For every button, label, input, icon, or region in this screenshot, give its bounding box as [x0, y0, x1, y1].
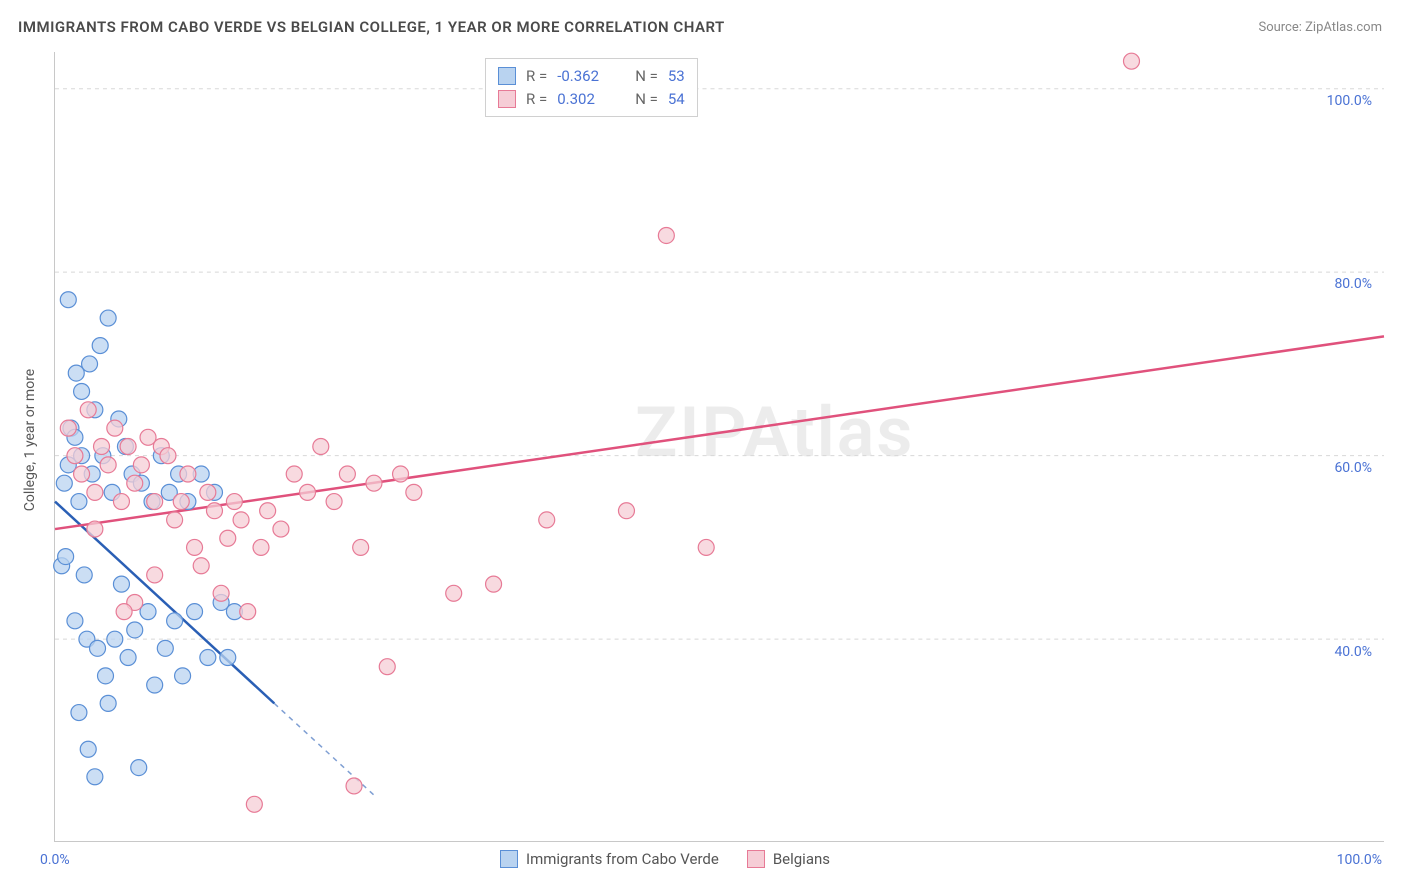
y-axis-label: College, 1 year or more — [22, 369, 38, 511]
chart-title: IMMIGRANTS FROM CABO VERDE VS BELGIAN CO… — [18, 18, 725, 36]
n-value-belg: 54 — [668, 88, 685, 111]
y-tick-label: 80.0% — [1334, 276, 1372, 292]
source-attribution: Source: ZipAtlas.com — [1258, 20, 1382, 35]
n-value-cabo: 53 — [668, 65, 685, 88]
series-legend: Immigrants from Cabo Verde Belgians — [500, 850, 830, 868]
swatch-belg — [498, 90, 516, 108]
legend-item-cabo: Immigrants from Cabo Verde — [500, 850, 719, 868]
y-tick-label: 100.0% — [1327, 93, 1372, 109]
legend-row-cabo: R = -0.362 N = 53 — [498, 65, 685, 88]
legend-label-cabo: Immigrants from Cabo Verde — [526, 850, 719, 868]
n-label: N = — [635, 88, 658, 111]
legend-row-belg: R = 0.302 N = 54 — [498, 88, 685, 111]
r-value-cabo: -0.362 — [557, 65, 617, 88]
source-prefix: Source: — [1258, 20, 1305, 35]
x-tick-left: 0.0% — [40, 852, 70, 868]
chart-svg — [55, 52, 1384, 841]
plot-area: ZIPAtlas R = -0.362 N = 53 R = 0.302 N =… — [54, 52, 1384, 842]
y-tick-label: 40.0% — [1334, 644, 1372, 660]
r-label: R = — [526, 65, 547, 88]
source-link[interactable]: ZipAtlas.com — [1305, 20, 1382, 35]
swatch-cabo-icon — [500, 850, 518, 868]
r-label: R = — [526, 88, 547, 111]
legend-item-belg: Belgians — [747, 850, 830, 868]
x-tick-right: 100.0% — [1337, 852, 1382, 868]
correlation-legend: R = -0.362 N = 53 R = 0.302 N = 54 — [485, 58, 698, 117]
y-tick-label: 60.0% — [1334, 460, 1372, 476]
swatch-belg-icon — [747, 850, 765, 868]
swatch-cabo — [498, 67, 516, 85]
n-label: N = — [635, 65, 658, 88]
r-value-belg: 0.302 — [557, 88, 617, 111]
legend-label-belg: Belgians — [773, 850, 830, 868]
